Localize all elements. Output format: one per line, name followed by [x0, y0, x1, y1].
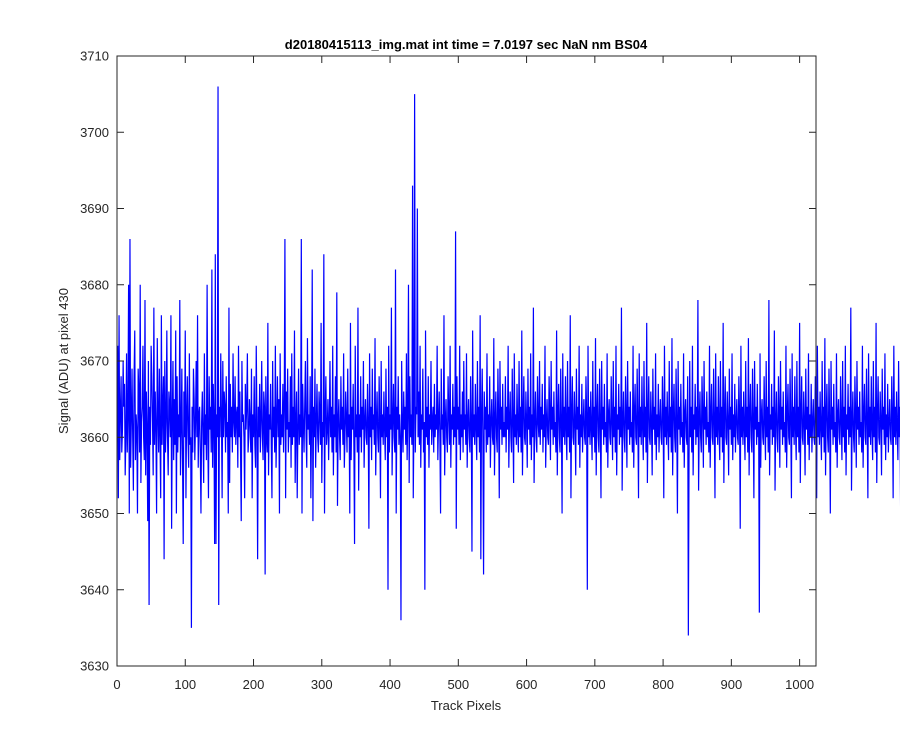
x-tick-label: 500 [447, 677, 469, 692]
chart-title: d20180415113_img.mat int time = 7.0197 s… [285, 37, 648, 52]
y-tick-label: 3710 [80, 49, 109, 64]
x-tick-label: 0 [113, 677, 120, 692]
x-tick-label: 600 [516, 677, 538, 692]
x-tick-label: 100 [174, 677, 196, 692]
y-tick-label: 3660 [80, 430, 109, 445]
x-tick-label: 200 [243, 677, 265, 692]
y-tick-label: 3690 [80, 201, 109, 216]
x-tick-label: 800 [652, 677, 674, 692]
x-tick-label: 1000 [785, 677, 814, 692]
y-tick-label: 3640 [80, 582, 109, 597]
x-tick-label: 900 [721, 677, 743, 692]
y-tick-label: 3680 [80, 277, 109, 292]
series-layer [117, 86, 900, 636]
axes-box [116, 55, 817, 667]
y-tick-label: 3670 [80, 354, 109, 369]
y-tick-label: 3630 [80, 659, 109, 674]
x-tick-label: 700 [584, 677, 606, 692]
x-axis-label: Track Pixels [431, 698, 502, 713]
series-line-1 [117, 86, 900, 636]
y-tick-label: 3650 [80, 506, 109, 521]
y-axis-label: Signal (ADU) at pixel 430 [56, 288, 71, 434]
x-tick-label: 300 [311, 677, 333, 692]
x-tick-label: 400 [379, 677, 401, 692]
ticks-layer: 0 100 200 300 400 500 600 700 800 900 1000 3630 3640… [80, 49, 816, 692]
y-tick-label: 3700 [80, 125, 109, 140]
